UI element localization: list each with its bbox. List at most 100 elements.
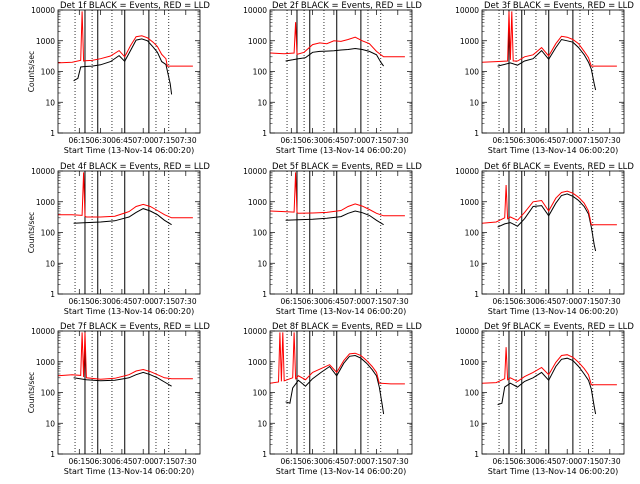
x-tick-label: 07:15 — [578, 297, 600, 306]
series-line — [58, 172, 193, 219]
chart-panel: Det 6f BLACK = Events, RED = LLD 1 10 100 10… — [455, 162, 634, 316]
y-tick-label: 10000 — [243, 327, 267, 336]
series-line — [285, 47, 385, 67]
x-tick-label: 07:15 — [366, 457, 388, 466]
y-tick-label: 1 — [262, 450, 267, 459]
y-tick-label: 1 — [50, 129, 55, 138]
x-axis-label: Start Time (13-Nov-14 06:00:20) — [64, 467, 194, 476]
y-tick-label: 1 — [262, 129, 267, 138]
chart-panel: Det 7f BLACK = Events, RED = LLD 1 10 100 10… — [27, 322, 210, 476]
chart-title: Det 7f BLACK = Events, RED = LLD — [60, 322, 210, 332]
y-axis-label: Counts/sec — [27, 212, 36, 253]
series-line — [269, 172, 405, 217]
x-axis-label: Start Time (13-Nov-14 06:00:20) — [64, 146, 194, 155]
x-tick-label: 06:30 — [514, 136, 536, 145]
series-line — [269, 22, 405, 58]
x-tick-label: 07:00 — [132, 457, 154, 466]
y-tick-label: 10 — [45, 419, 55, 428]
y-tick-label: 1000 — [248, 37, 267, 46]
series-line — [497, 193, 597, 252]
y-tick-label: 10000 — [455, 167, 479, 176]
chart-panel: Det 4f BLACK = Events, RED = LLD 1 10 100 10… — [27, 162, 210, 316]
chart-title: Det 8f BLACK = Events, RED = LLD — [272, 322, 422, 332]
y-tick-label: 10 — [257, 259, 267, 268]
x-tick-label: 07:00 — [344, 297, 366, 306]
x-tick-label: 07:00 — [132, 136, 154, 145]
series-line — [497, 38, 597, 91]
y-tick-label: 100 — [253, 389, 268, 398]
series-line — [481, 347, 617, 386]
series-line — [285, 354, 385, 415]
x-tick-label: 07:15 — [154, 136, 176, 145]
x-tick-label: 07:30 — [175, 297, 197, 306]
chart-title: Det 1f BLACK = Events, RED = LLD — [60, 1, 210, 11]
x-tick-label: 07:00 — [556, 297, 578, 306]
y-tick-label: 100 — [41, 68, 56, 77]
chart-title: Det 6f BLACK = Events, RED = LLD — [484, 162, 634, 172]
chart-title: Det 4f BLACK = Events, RED = LLD — [60, 162, 210, 172]
x-tick-label: 07:15 — [154, 297, 176, 306]
y-axis-label: Counts/sec — [27, 51, 36, 92]
plot-frame — [481, 330, 625, 455]
y-tick-label: 1 — [262, 290, 267, 299]
x-tick-label: 06:30 — [90, 457, 112, 466]
x-axis-label: Start Time (13-Nov-14 06:00:20) — [488, 307, 618, 316]
plot-frame — [269, 330, 413, 455]
chart-panel: Det 1f BLACK = Events, RED = LLD 1 10 100 10… — [27, 1, 210, 155]
chart-panel: Det 8f BLACK = Events, RED = LLD 1 10 100 10… — [243, 322, 422, 476]
x-tick-label: 07:00 — [556, 136, 578, 145]
y-tick-label: 10 — [257, 419, 267, 428]
x-axis-label: Start Time (13-Nov-14 06:00:20) — [488, 467, 618, 476]
chart-panel: Det 9f BLACK = Events, RED = LLD 1 10 100 10… — [455, 322, 634, 476]
x-tick-label: 06:15 — [492, 297, 514, 306]
series-line — [497, 357, 597, 415]
x-tick-label: 06:45 — [323, 297, 345, 306]
chart-title: Det 5f BLACK = Events, RED = LLD — [272, 162, 422, 172]
y-tick-label: 1000 — [460, 198, 479, 207]
x-tick-label: 06:30 — [302, 457, 324, 466]
x-tick-label: 07:15 — [578, 457, 600, 466]
plot-frame — [481, 9, 625, 134]
x-tick-label: 06:30 — [514, 297, 536, 306]
chart-title: Det 3f BLACK = Events, RED = LLD — [484, 1, 634, 11]
x-tick-label: 06:45 — [535, 136, 557, 145]
y-axis-label: Counts/sec — [27, 372, 36, 413]
series-line — [73, 208, 172, 226]
x-tick-label: 06:45 — [323, 136, 345, 145]
y-tick-label: 10 — [257, 98, 267, 107]
x-tick-label: 07:15 — [366, 297, 388, 306]
x-tick-label: 06:45 — [323, 457, 345, 466]
x-tick-label: 07:00 — [132, 297, 154, 306]
y-tick-label: 10000 — [455, 327, 479, 336]
x-tick-label: 06:45 — [111, 457, 133, 466]
series-line — [269, 332, 405, 385]
y-tick-label: 100 — [465, 229, 480, 238]
y-tick-label: 1 — [474, 129, 479, 138]
chart-panel: Det 3f BLACK = Events, RED = LLD 1 10 100 10… — [455, 1, 634, 155]
series-line — [481, 11, 617, 67]
y-tick-label: 100 — [41, 389, 56, 398]
chart-title: Det 9f BLACK = Events, RED = LLD — [484, 322, 634, 332]
x-tick-label: 06:30 — [302, 297, 324, 306]
x-tick-label: 07:00 — [344, 136, 366, 145]
x-tick-label: 06:15 — [68, 136, 90, 145]
y-tick-label: 10000 — [455, 6, 479, 15]
x-tick-label: 06:30 — [90, 297, 112, 306]
x-tick-label: 07:30 — [599, 297, 621, 306]
y-tick-label: 10 — [45, 259, 55, 268]
y-tick-label: 10 — [469, 98, 479, 107]
x-tick-label: 07:00 — [344, 457, 366, 466]
x-tick-label: 07:15 — [366, 136, 388, 145]
x-axis-label: Start Time (13-Nov-14 06:00:20) — [276, 467, 406, 476]
x-tick-label: 06:45 — [535, 457, 557, 466]
x-tick-label: 06:15 — [280, 136, 302, 145]
x-axis-label: Start Time (13-Nov-14 06:00:20) — [488, 146, 618, 155]
x-tick-label: 06:30 — [514, 457, 536, 466]
plot-frame — [269, 170, 413, 295]
x-tick-label: 07:30 — [387, 136, 409, 145]
chart-panel: Det 2f BLACK = Events, RED = LLD 1 10 100 10… — [243, 1, 422, 155]
x-tick-label: 06:15 — [492, 136, 514, 145]
series-line — [57, 11, 193, 67]
x-axis-label: Start Time (13-Nov-14 06:00:20) — [276, 307, 406, 316]
x-tick-label: 07:30 — [175, 457, 197, 466]
